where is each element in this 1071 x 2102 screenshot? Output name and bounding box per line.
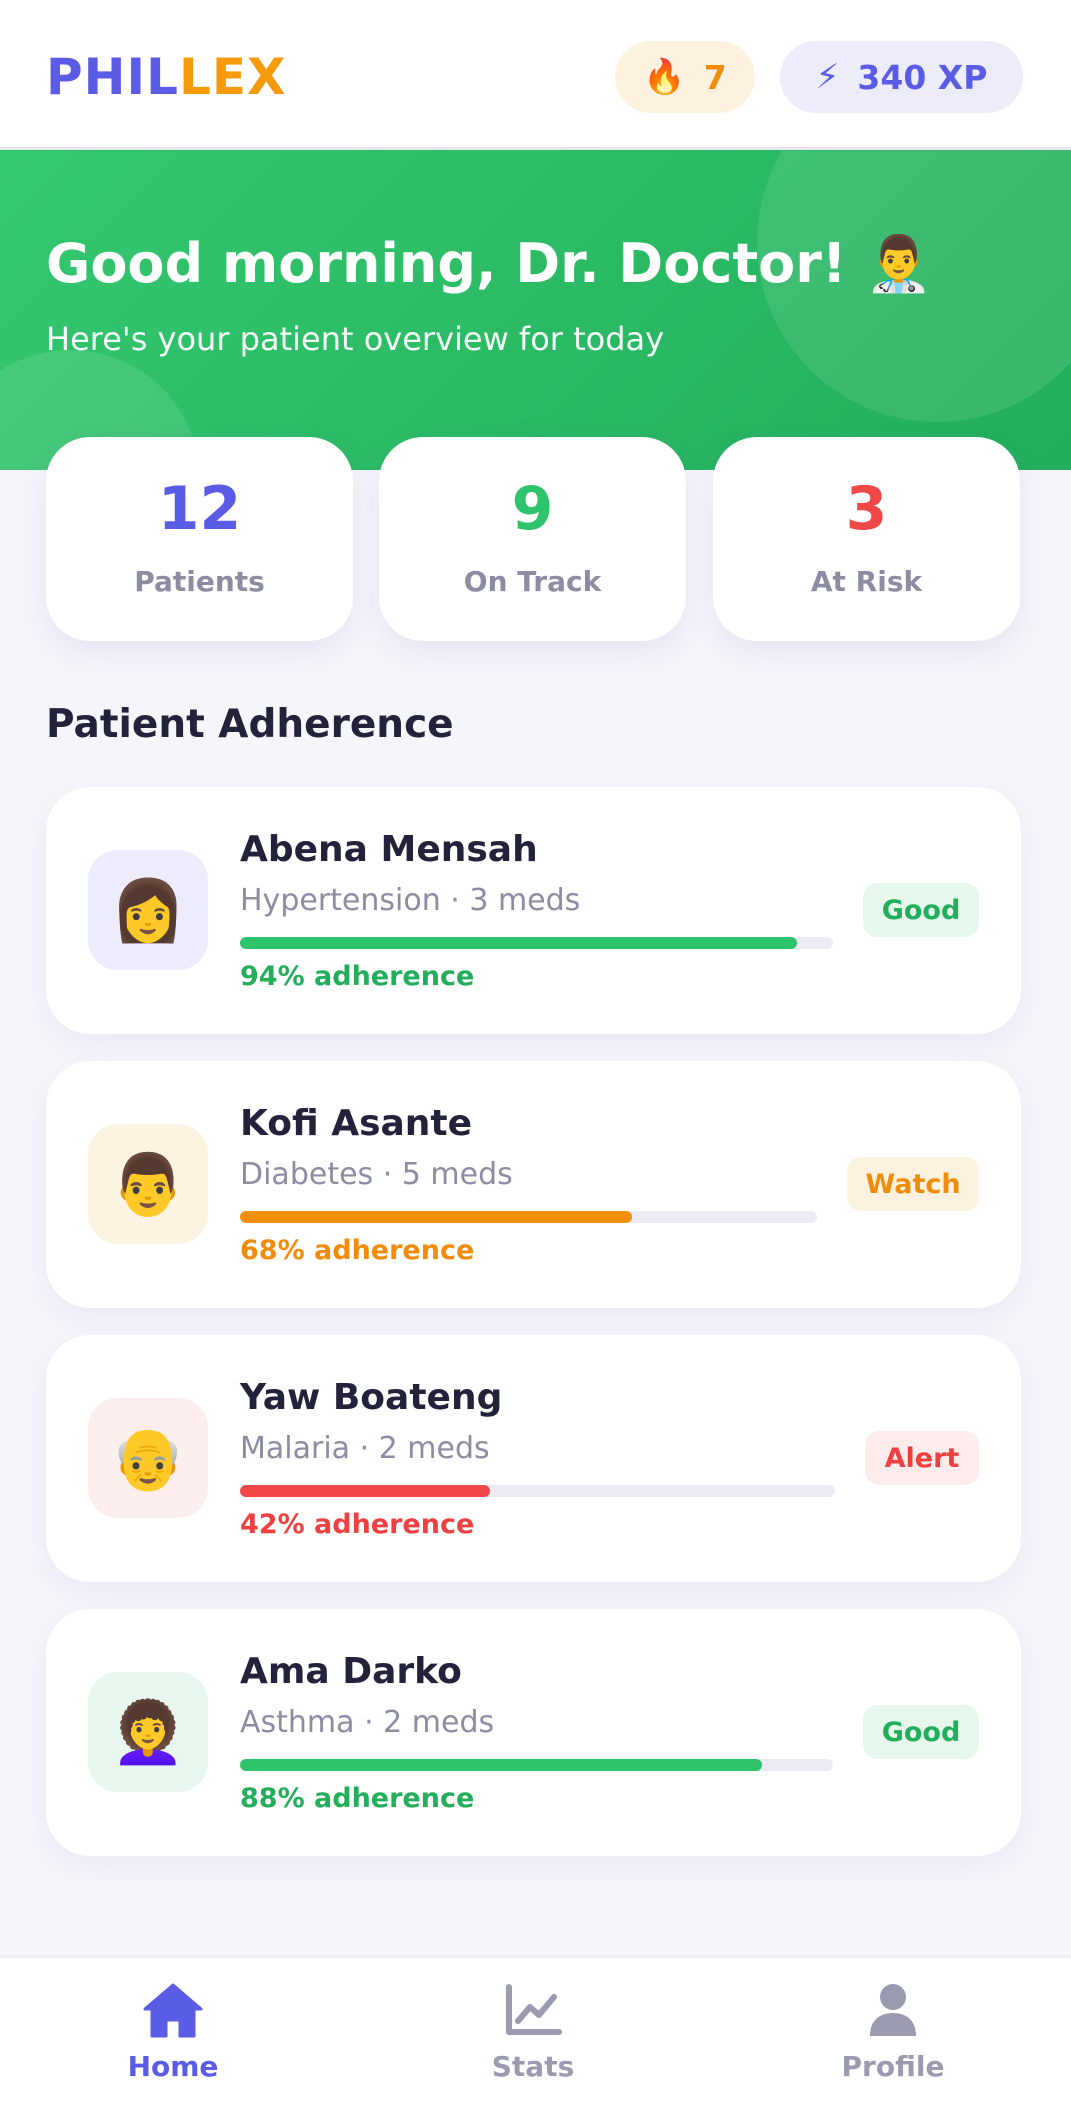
streak-count: 7	[703, 57, 727, 97]
patient-card[interactable]: 👩 Abena Mensah Hypertension · 3 meds 94%…	[46, 787, 1021, 1034]
bottom-navigation: Home Stats Profile	[0, 1955, 1071, 2102]
nav-profile-label: Profile	[841, 2050, 945, 2083]
adherence-text: 88% adherence	[240, 1783, 475, 1814]
nav-profile[interactable]: Profile	[793, 1980, 993, 2083]
app-logo[interactable]: PHILLEX	[46, 48, 287, 106]
stat-label: At Risk	[810, 565, 923, 598]
patient-condition: Hypertension · 3 meds	[240, 883, 581, 918]
adherence-progress-fill	[240, 1485, 490, 1497]
adherence-progress-track	[240, 1485, 835, 1497]
patient-condition: Diabetes · 5 meds	[240, 1157, 513, 1192]
patient-avatar: 👩	[88, 850, 208, 970]
patient-card[interactable]: 👨 Kofi Asante Diabetes · 5 meds 68% adhe…	[46, 1061, 1021, 1308]
adherence-progress-track	[240, 1211, 817, 1223]
status-badge: Watch	[847, 1157, 979, 1211]
stat-label: Patients	[134, 565, 265, 598]
patient-avatar: 👴	[88, 1398, 208, 1518]
adherence-text: 68% adherence	[240, 1235, 475, 1266]
patient-condition: Asthma · 2 meds	[240, 1705, 495, 1740]
adherence-progress-fill	[240, 1759, 762, 1771]
adherence-text: 42% adherence	[240, 1509, 475, 1540]
xp-badge[interactable]: ⚡ 340 XP	[780, 41, 1023, 113]
section-title: Patient Adherence	[46, 702, 454, 747]
fire-icon: 🔥	[643, 57, 686, 97]
greeting-title: Good morning, Dr. Doctor! 👨‍⚕️	[46, 232, 933, 295]
nav-home-label: Home	[127, 2050, 219, 2083]
adherence-text: 94% adherence	[240, 961, 475, 992]
patient-name: Ama Darko	[240, 1651, 462, 1692]
adherence-progress-track	[240, 1759, 833, 1771]
patient-avatar: 👨	[88, 1124, 208, 1244]
user-icon	[793, 1980, 993, 2040]
status-badge: Good	[863, 1705, 979, 1759]
patient-card[interactable]: 👩‍🦱 Ama Darko Asthma · 2 meds 88% adhere…	[46, 1609, 1021, 1856]
status-badge: Good	[863, 883, 979, 937]
stat-value: 3	[845, 474, 888, 544]
greeting-banner: Good morning, Dr. Doctor! 👨‍⚕️ Here's yo…	[0, 150, 1071, 470]
patient-avatar: 👩‍🦱	[88, 1672, 208, 1792]
streak-badge[interactable]: 🔥 7	[615, 41, 755, 113]
nav-stats[interactable]: Stats	[433, 1980, 633, 2083]
nav-home[interactable]: Home	[73, 1980, 273, 2083]
logo-part-1: PHIL	[46, 48, 179, 106]
stat-card-on-track[interactable]: 9 On Track	[379, 437, 686, 641]
patient-name: Yaw Boateng	[240, 1377, 503, 1418]
adherence-progress-fill	[240, 1211, 633, 1223]
greeting-subtitle: Here's your patient overview for today	[46, 320, 665, 358]
lightning-icon: ⚡	[815, 57, 840, 97]
nav-stats-label: Stats	[491, 2050, 575, 2083]
home-icon	[73, 1980, 273, 2040]
stat-card-at-risk[interactable]: 3 At Risk	[713, 437, 1020, 641]
top-bar: PHILLEX 🔥 7 ⚡ 340 XP	[0, 0, 1071, 150]
patient-name: Abena Mensah	[240, 829, 538, 870]
stat-label: On Track	[463, 565, 602, 598]
patient-name: Kofi Asante	[240, 1103, 473, 1144]
patient-card[interactable]: 👴 Yaw Boateng Malaria · 2 meds 42% adher…	[46, 1335, 1021, 1582]
stat-value: 12	[157, 474, 242, 544]
stat-value: 9	[511, 474, 554, 544]
xp-count: 340 XP	[857, 57, 988, 97]
chart-line-icon	[433, 1980, 633, 2040]
adherence-progress-track	[240, 937, 833, 949]
logo-part-2: LEX	[178, 48, 287, 106]
adherence-progress-fill	[240, 937, 798, 949]
stat-card-patients[interactable]: 12 Patients	[46, 437, 353, 641]
status-badge: Alert	[865, 1431, 979, 1485]
patient-condition: Malaria · 2 meds	[240, 1431, 490, 1466]
